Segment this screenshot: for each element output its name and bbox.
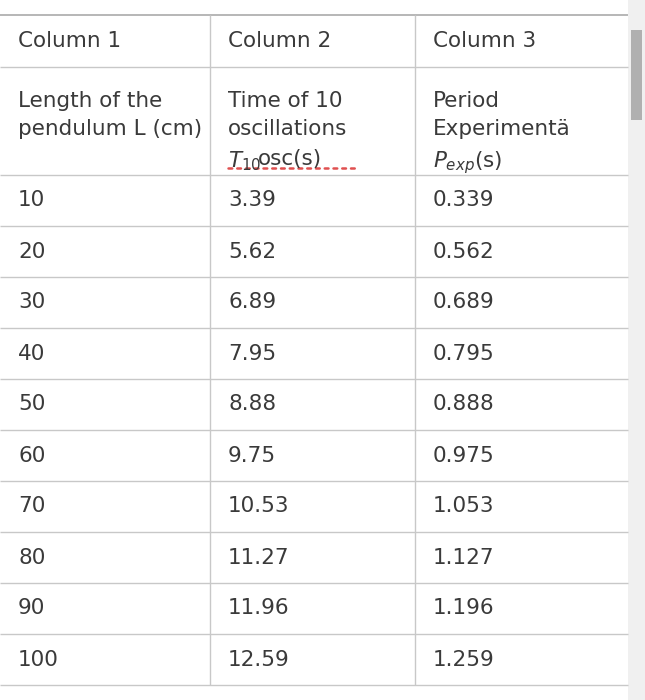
Text: Length of the: Length of the xyxy=(18,91,163,111)
Text: 5.62: 5.62 xyxy=(228,241,276,262)
Text: Period: Period xyxy=(433,91,500,111)
Bar xyxy=(628,0,645,700)
Text: 10: 10 xyxy=(18,190,45,211)
Text: 10.53: 10.53 xyxy=(228,496,290,517)
Text: 20: 20 xyxy=(18,241,45,262)
Text: 1.053: 1.053 xyxy=(433,496,495,517)
Text: 60: 60 xyxy=(18,445,45,466)
Text: 0.339: 0.339 xyxy=(433,190,495,211)
Text: 90: 90 xyxy=(18,598,45,619)
Text: 40: 40 xyxy=(18,344,45,363)
Text: 7.95: 7.95 xyxy=(228,344,276,363)
Text: 50: 50 xyxy=(18,395,45,414)
Text: 1.127: 1.127 xyxy=(433,547,495,568)
Bar xyxy=(631,30,642,120)
Text: 100: 100 xyxy=(18,650,59,669)
Text: 6.89: 6.89 xyxy=(228,293,276,312)
Text: Column 3: Column 3 xyxy=(433,31,536,51)
Text: 70: 70 xyxy=(18,496,45,517)
Text: 3.39: 3.39 xyxy=(228,190,276,211)
Text: osc(s): osc(s) xyxy=(258,149,322,169)
Text: Column 2: Column 2 xyxy=(228,31,332,51)
Text: 30: 30 xyxy=(18,293,45,312)
Text: 9.75: 9.75 xyxy=(228,445,276,466)
Text: $T_{10}$: $T_{10}$ xyxy=(228,149,261,173)
Text: $P_{exp}$(s): $P_{exp}$(s) xyxy=(433,149,502,176)
Text: 11.27: 11.27 xyxy=(228,547,290,568)
Text: 1.196: 1.196 xyxy=(433,598,495,619)
Text: 11.96: 11.96 xyxy=(228,598,290,619)
Text: 12.59: 12.59 xyxy=(228,650,290,669)
Text: 0.562: 0.562 xyxy=(433,241,495,262)
Text: 8.88: 8.88 xyxy=(228,395,276,414)
Text: 0.795: 0.795 xyxy=(433,344,495,363)
Text: Experimentä: Experimentä xyxy=(433,119,571,139)
Text: 0.689: 0.689 xyxy=(433,293,495,312)
Text: oscillations: oscillations xyxy=(228,119,348,139)
Text: 0.975: 0.975 xyxy=(433,445,495,466)
Text: 0.888: 0.888 xyxy=(433,395,495,414)
Text: 1.259: 1.259 xyxy=(433,650,495,669)
Text: Time of 10: Time of 10 xyxy=(228,91,342,111)
Text: Column 1: Column 1 xyxy=(18,31,121,51)
Text: pendulum L (cm): pendulum L (cm) xyxy=(18,119,202,139)
Text: 80: 80 xyxy=(18,547,45,568)
